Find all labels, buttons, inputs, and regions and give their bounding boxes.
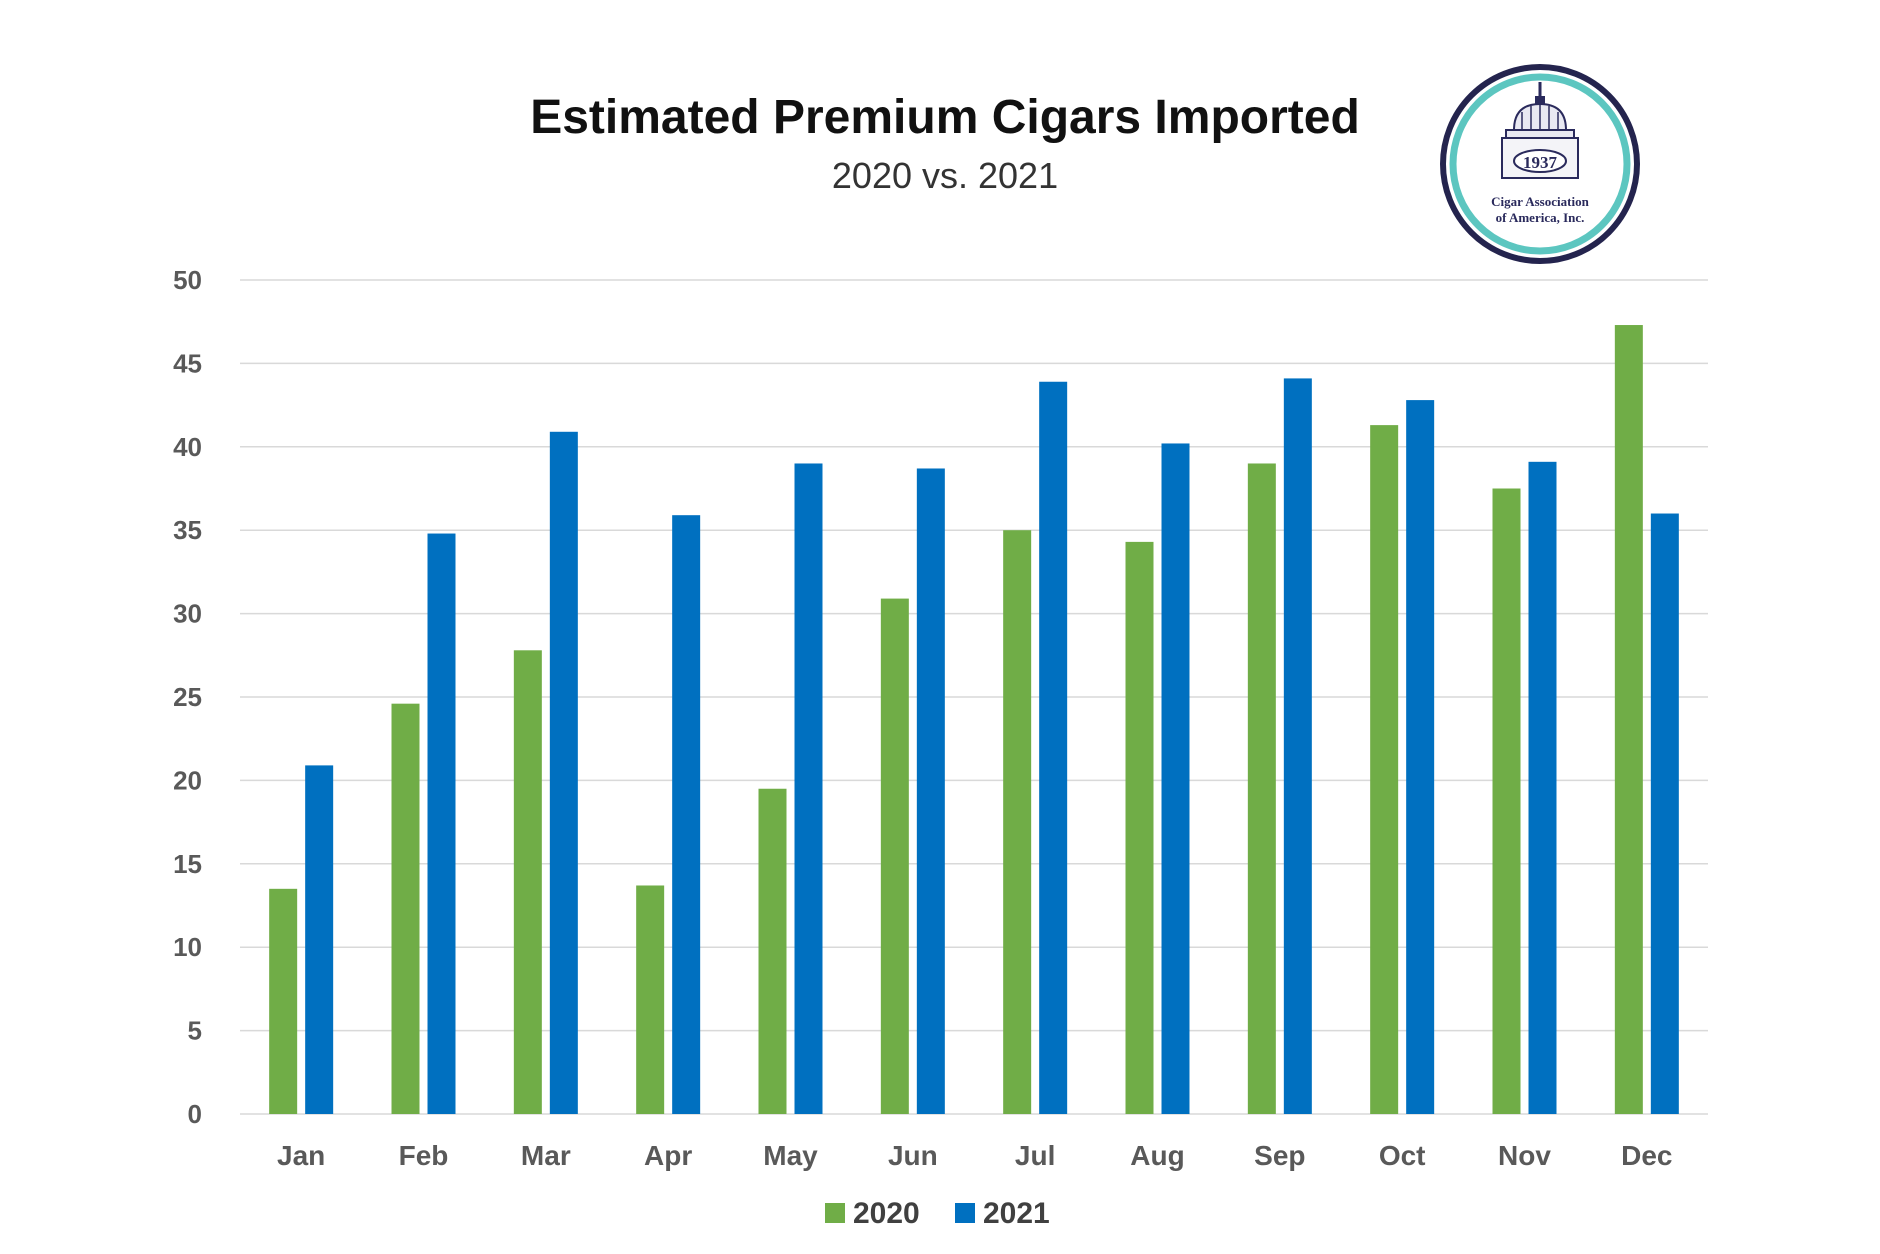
bars bbox=[269, 325, 1679, 1115]
x-axis-ticks: Jan Feb Mar Apr May Jun Jul Aug Sep Oct Nov Dec bbox=[277, 1140, 1672, 1171]
y-tick-label: 35 bbox=[173, 515, 202, 545]
x-tick-label: Aug bbox=[1130, 1140, 1184, 1171]
x-tick-label: Oct bbox=[1379, 1140, 1426, 1171]
bar-2020-jun bbox=[880, 598, 909, 1114]
y-tick-label: 0 bbox=[188, 1099, 202, 1129]
bar-2020-nov bbox=[1492, 488, 1521, 1114]
bar-2021-jan bbox=[305, 765, 334, 1114]
x-tick-label: May bbox=[763, 1140, 818, 1171]
y-tick-label: 50 bbox=[173, 265, 202, 295]
x-tick-label: Sep bbox=[1254, 1140, 1305, 1171]
gridlines bbox=[240, 279, 1708, 1115]
bar-2021-aug bbox=[1161, 443, 1190, 1114]
y-tick-label: 20 bbox=[173, 765, 202, 795]
bar-2021-may bbox=[794, 463, 823, 1115]
chart-subtitle: 2020 vs. 2021 bbox=[832, 155, 1058, 196]
bar-2021-nov bbox=[1528, 461, 1557, 1114]
logo-line-2: of America, Inc. bbox=[1496, 210, 1585, 225]
bar-2021-jun bbox=[916, 468, 945, 1114]
legend: 2020 2021 bbox=[825, 1197, 1050, 1230]
bar-2021-feb bbox=[427, 533, 456, 1114]
bar-2020-mar bbox=[513, 650, 542, 1114]
capitol-dome-icon bbox=[1501, 82, 1579, 179]
y-tick-label: 45 bbox=[173, 348, 202, 378]
bar-2020-feb bbox=[391, 703, 420, 1114]
legend-swatch-2021 bbox=[955, 1203, 975, 1223]
bar-2020-sep bbox=[1247, 463, 1276, 1115]
bar-2020-apr bbox=[636, 885, 665, 1114]
x-tick-label: Apr bbox=[644, 1140, 692, 1171]
chart-title: Estimated Premium Cigars Imported bbox=[530, 91, 1360, 144]
bar-2021-dec bbox=[1650, 513, 1679, 1114]
bar-2021-oct bbox=[1406, 400, 1435, 1114]
legend-label-2020: 2020 bbox=[853, 1197, 920, 1230]
x-tick-label: Dec bbox=[1621, 1140, 1672, 1171]
x-tick-label: Jul bbox=[1015, 1140, 1055, 1171]
bar-2020-may bbox=[758, 788, 787, 1114]
x-tick-label: Feb bbox=[399, 1140, 449, 1171]
x-tick-label: Nov bbox=[1498, 1140, 1551, 1171]
bar-2020-aug bbox=[1125, 541, 1154, 1114]
y-tick-label: 40 bbox=[173, 432, 202, 462]
bar-2020-oct bbox=[1370, 425, 1399, 1115]
bar-2020-dec bbox=[1614, 325, 1643, 1114]
y-tick-label: 5 bbox=[188, 1016, 202, 1046]
y-axis-ticks: 0 5 10 15 20 25 30 35 40 45 50 bbox=[173, 265, 202, 1129]
bar-2021-jul bbox=[1039, 381, 1068, 1114]
association-logo: 1937 Cigar Association of America, Inc. bbox=[1440, 64, 1640, 264]
y-tick-label: 30 bbox=[173, 599, 202, 629]
y-tick-label: 15 bbox=[173, 849, 202, 879]
legend-label-2021: 2021 bbox=[983, 1197, 1050, 1230]
bar-2021-apr bbox=[672, 515, 701, 1114]
y-tick-label: 10 bbox=[173, 932, 202, 962]
legend-swatch-2020 bbox=[825, 1203, 845, 1223]
bar-2021-mar bbox=[549, 431, 578, 1115]
x-tick-label: Mar bbox=[521, 1140, 571, 1171]
x-tick-label: Jan bbox=[277, 1140, 325, 1171]
logo-line-1: Cigar Association bbox=[1491, 194, 1589, 209]
bar-2020-jul bbox=[1003, 530, 1032, 1114]
x-tick-label: Jun bbox=[888, 1140, 938, 1171]
bar-2021-sep bbox=[1283, 378, 1312, 1114]
logo-year: 1937 bbox=[1523, 153, 1558, 172]
bar-2020-jan bbox=[269, 888, 298, 1114]
y-tick-label: 25 bbox=[173, 682, 202, 712]
